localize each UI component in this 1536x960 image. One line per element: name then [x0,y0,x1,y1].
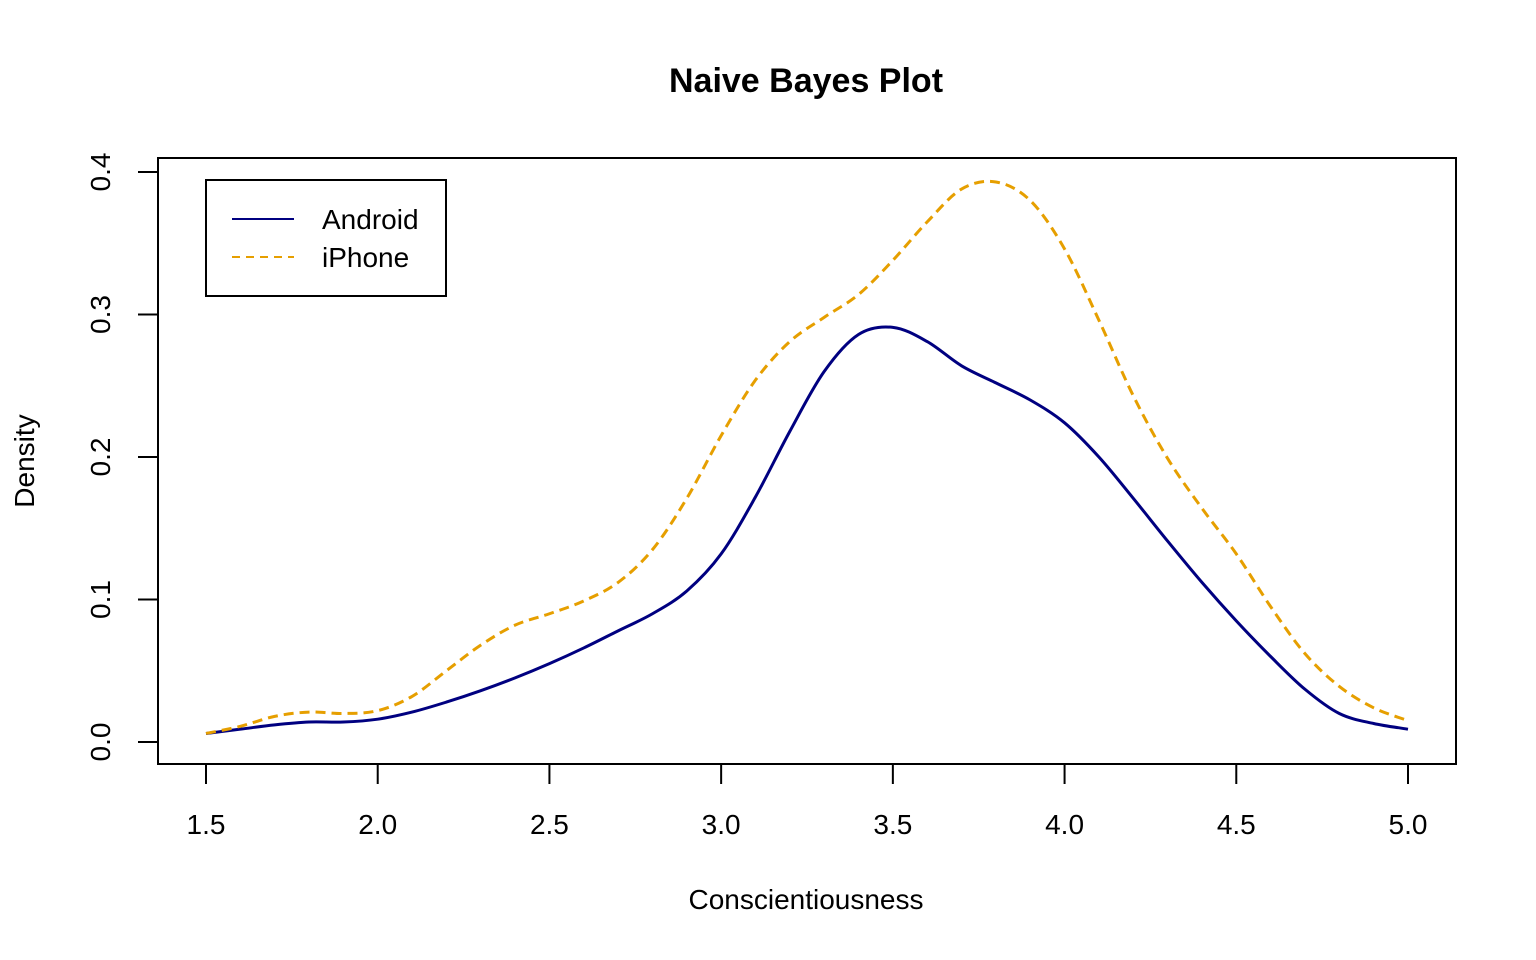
series-layer [205,179,1409,735]
x-tick-label: 1.5 [187,809,226,840]
series-line-android [205,325,1409,735]
x-tick-label: 2.0 [358,809,397,840]
legend-label-android: Android [322,204,419,235]
y-tick-label: 0.0 [85,723,116,762]
series-line-iphone [205,179,1409,735]
x-tick-label: 4.0 [1045,809,1084,840]
x-tick-label: 5.0 [1389,809,1428,840]
legend-label-iphone: iPhone [322,242,409,273]
x-axis-label: Conscientiousness [688,884,923,915]
legend-box [205,179,447,297]
x-tick-label: 3.5 [873,809,912,840]
y-tick-label: 0.1 [85,580,116,619]
x-tick-label: 2.5 [530,809,569,840]
legend: Android iPhone [205,179,447,297]
y-axis: 0.0 0.1 0.2 0.3 0.4 [85,153,159,762]
x-axis: 1.5 2.0 2.5 3.0 3.5 4.0 4.5 5.0 [187,763,1428,840]
chart-title: Naive Bayes Plot [669,62,943,100]
y-tick-label: 0.3 [85,295,116,334]
x-tick-label: 4.5 [1217,809,1256,840]
y-axis-label: Density [9,414,40,507]
y-tick-label: 0.4 [85,153,116,192]
x-tick-label: 3.0 [702,809,741,840]
y-tick-label: 0.2 [85,438,116,477]
